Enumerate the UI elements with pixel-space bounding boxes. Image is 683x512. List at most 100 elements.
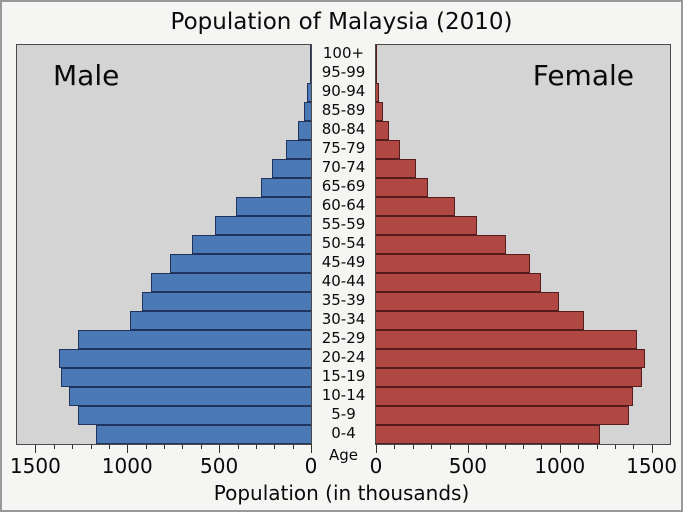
female-tick-0: [376, 445, 377, 453]
female-tick-600: [486, 445, 488, 449]
male-tick-0: [311, 445, 312, 453]
male-tick-label-0: 0: [304, 454, 318, 478]
female-panel: Female: [375, 44, 671, 445]
age-label-25-29: 25-29: [321, 329, 366, 347]
female-bar-80-84: [376, 121, 389, 140]
male-tick-100: [292, 445, 294, 449]
male-tick-1300: [72, 445, 74, 449]
age-label-80-84: 80-84: [321, 120, 366, 138]
age-label-10-14: 10-14: [321, 386, 366, 404]
female-bar-85-89: [376, 102, 383, 121]
male-panel-label: Male: [53, 59, 120, 92]
female-bar-35-39: [376, 292, 559, 311]
female-bar-55-59: [376, 216, 478, 235]
age-label-15-19: 15-19: [321, 367, 366, 385]
female-bar-10-14: [376, 387, 634, 406]
female-bar-30-34: [376, 311, 584, 330]
male-bar-75-79: [286, 140, 311, 159]
male-tick-label-1500: 1500: [9, 454, 61, 478]
age-label-65-69: 65-69: [321, 177, 366, 195]
female-tick-200: [412, 445, 414, 449]
female-tick-1000: [559, 445, 561, 453]
female-tick-label-500: 500: [448, 454, 487, 478]
age-label-55-59: 55-59: [321, 215, 366, 233]
male-bar-80-84: [298, 121, 311, 140]
male-bar-95-99: [309, 64, 311, 83]
age-label-0-4: 0-4: [331, 424, 356, 442]
female-bar-95-99: [376, 64, 378, 83]
female-tick-1100: [578, 445, 580, 449]
age-label-20-24: 20-24: [321, 348, 366, 366]
male-tick-1000: [127, 445, 129, 453]
age-label-40-44: 40-44: [321, 272, 366, 290]
age-label-75-79: 75-79: [321, 139, 366, 157]
male-bar-15-19: [61, 368, 311, 387]
female-tick-900: [541, 445, 543, 449]
female-bar-70-74: [376, 159, 417, 178]
male-tick-label-500: 500: [200, 454, 239, 478]
age-label-85-89: 85-89: [321, 101, 366, 119]
male-bar-65-69: [261, 178, 311, 197]
female-tick-300: [431, 445, 433, 449]
female-bar-20-24: [376, 349, 646, 368]
female-tick-label-0: 0: [369, 454, 383, 478]
female-tick-label-1000: 1000: [534, 454, 586, 478]
female-tick-1400: [633, 445, 635, 449]
female-tick-700: [504, 445, 506, 449]
female-tick-1200: [596, 445, 598, 449]
female-tick-400: [449, 445, 451, 449]
chart-title: Population of Malaysia (2010): [170, 9, 513, 35]
male-tick-800: [164, 445, 165, 449]
male-tick-1400: [53, 445, 55, 449]
female-tick-1500: [651, 445, 653, 453]
male-bar-50-54: [191, 235, 311, 254]
male-bar-45-49: [170, 254, 311, 273]
male-bar-5-9: [77, 406, 311, 425]
male-bar-60-64: [235, 197, 311, 216]
male-tick-label-1000: 1000: [101, 454, 153, 478]
male-bar-85-89: [303, 102, 311, 121]
male-bar-10-14: [69, 387, 311, 406]
male-panel: Male: [16, 44, 312, 445]
female-tick-label-1500: 1500: [626, 454, 678, 478]
age-label-90-94: 90-94: [321, 82, 366, 100]
age-label-70-74: 70-74: [321, 158, 366, 176]
female-bar-0-4: [376, 425, 601, 444]
x-axis-title: Population (in thousands): [213, 481, 470, 505]
male-tick-300: [255, 445, 257, 449]
male-bar-40-44: [151, 273, 311, 292]
age-label-45-49: 45-49: [321, 253, 366, 271]
female-tick-500: [467, 445, 469, 453]
female-bar-40-44: [376, 273, 542, 292]
female-bar-5-9: [376, 406, 629, 425]
male-tick-400: [237, 445, 239, 449]
female-tick-800: [523, 445, 524, 449]
age-axis-title: Age: [328, 446, 358, 464]
female-bar-65-69: [376, 178, 429, 197]
age-label-100+: 100+: [322, 44, 365, 62]
age-axis-labels: 100+ 95-99 90-94 85-89 80-84 75-79 70-74 65-69 6…: [312, 44, 375, 445]
male-bar-100+: [310, 45, 311, 64]
male-bar-30-34: [130, 311, 311, 330]
male-bar-20-24: [59, 349, 311, 368]
female-tick-1300: [614, 445, 616, 449]
age-label-50-54: 50-54: [321, 234, 366, 252]
male-tick-1500: [35, 445, 37, 453]
female-bar-15-19: [376, 368, 643, 387]
male-tick-200: [274, 445, 276, 449]
age-label-60-64: 60-64: [321, 196, 366, 214]
male-tick-500: [219, 445, 221, 453]
female-bar-100+: [376, 45, 377, 64]
male-bar-70-74: [272, 159, 311, 178]
male-tick-700: [182, 445, 184, 449]
male-tick-1200: [90, 445, 92, 449]
female-bar-60-64: [376, 197, 455, 216]
male-bar-0-4: [96, 425, 311, 444]
female-bar-45-49: [376, 254, 531, 273]
female-bar-90-94: [376, 83, 380, 102]
male-tick-600: [200, 445, 202, 449]
female-bar-75-79: [376, 140, 400, 159]
male-bar-55-59: [215, 216, 311, 235]
male-bar-90-94: [307, 83, 311, 102]
